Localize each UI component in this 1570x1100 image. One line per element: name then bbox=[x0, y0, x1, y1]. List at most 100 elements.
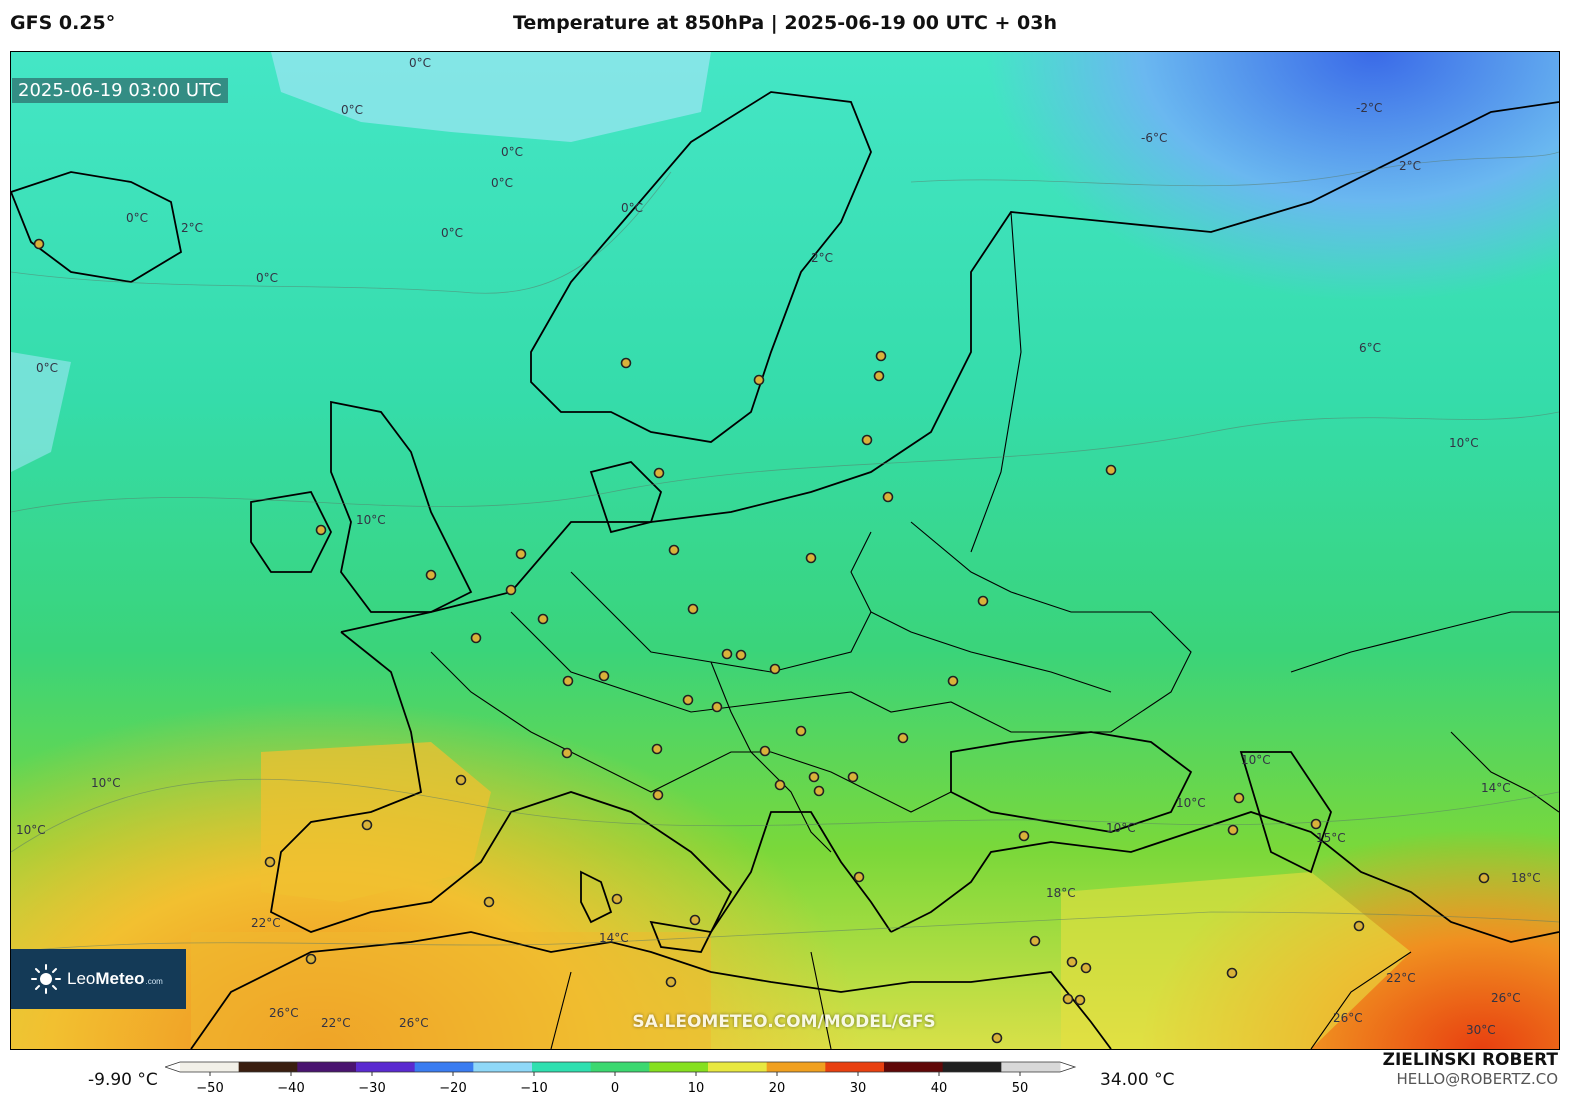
city-marker bbox=[847, 771, 859, 783]
city-marker bbox=[711, 701, 723, 713]
contour-label: 10°C bbox=[1449, 436, 1479, 450]
colorbar-segment bbox=[1001, 1062, 1061, 1072]
contour-label: 10°C bbox=[356, 513, 386, 527]
city-marker bbox=[651, 743, 663, 755]
city-marker bbox=[753, 374, 765, 386]
warm-region-middle-east bbox=[1061, 872, 1411, 1049]
city-marker bbox=[455, 774, 467, 786]
cold-region-west bbox=[11, 352, 71, 472]
colorbar-tick-label: 30 bbox=[850, 1081, 867, 1096]
city-marker bbox=[977, 595, 989, 607]
valid-time-badge: 2025-06-19 03:00 UTC bbox=[12, 78, 228, 103]
colorbar: −50 −40 −30 −20 −10 0 10 20 30 40 50 bbox=[165, 1061, 1077, 1096]
city-marker bbox=[861, 434, 873, 446]
colorbar-tick-label: 20 bbox=[769, 1081, 786, 1096]
city-marker bbox=[1233, 792, 1245, 804]
colorbar-tick-label: −20 bbox=[439, 1081, 466, 1096]
colorbar-tick-label: 10 bbox=[688, 1081, 705, 1096]
colorbar-segment bbox=[414, 1062, 474, 1072]
city-marker bbox=[1066, 956, 1078, 968]
city-marker bbox=[264, 856, 276, 868]
colorbar-segment bbox=[825, 1062, 885, 1072]
colorbar-segment bbox=[942, 1062, 1002, 1072]
contour-label: 22°C bbox=[1386, 971, 1416, 985]
city-marker bbox=[1478, 872, 1490, 884]
city-marker bbox=[1353, 920, 1365, 932]
sun-icon bbox=[31, 964, 61, 994]
model-label: GFS 0.25° bbox=[10, 12, 116, 34]
city-marker bbox=[483, 896, 495, 908]
contour-label: 22°C bbox=[321, 1016, 351, 1030]
city-markers bbox=[33, 238, 1490, 1044]
city-marker bbox=[598, 670, 610, 682]
contour-label: 6°C bbox=[1359, 341, 1381, 355]
contour-label: 0°C bbox=[36, 361, 58, 375]
contour-label: 2°C bbox=[811, 251, 833, 265]
colorbar-segment bbox=[766, 1062, 826, 1072]
city-marker bbox=[305, 953, 317, 965]
city-marker bbox=[1310, 818, 1322, 830]
city-marker bbox=[805, 552, 817, 564]
city-marker bbox=[505, 584, 517, 596]
city-marker bbox=[1105, 464, 1117, 476]
city-marker bbox=[689, 914, 701, 926]
city-marker bbox=[808, 771, 820, 783]
contour-label: 26°C bbox=[399, 1016, 429, 1030]
contour-label: 14°C bbox=[599, 931, 629, 945]
cold-region-north-sea bbox=[271, 52, 711, 142]
contour-label: 15°C bbox=[1316, 831, 1346, 845]
city-marker bbox=[1018, 830, 1030, 842]
colorbar-segment bbox=[649, 1062, 709, 1072]
city-marker bbox=[562, 675, 574, 687]
contour-label: 0°C bbox=[126, 211, 148, 225]
city-marker bbox=[735, 649, 747, 661]
contour-label: 10°C bbox=[1176, 796, 1206, 810]
author-name: ZIELIŃSKI ROBERT bbox=[1382, 1050, 1558, 1070]
colorbar-min-label: -9.90 °C bbox=[88, 1070, 158, 1090]
contour-label: 26°C bbox=[269, 1006, 299, 1020]
city-marker bbox=[425, 569, 437, 581]
contour-label: -6°C bbox=[1141, 131, 1167, 145]
contour-label: 30°C bbox=[1466, 1023, 1496, 1037]
city-marker bbox=[1080, 962, 1092, 974]
city-marker bbox=[611, 893, 623, 905]
contour-label: 0°C bbox=[491, 176, 513, 190]
contour-label: 10°C bbox=[1241, 753, 1271, 767]
contour-label: 22°C bbox=[251, 916, 281, 930]
city-marker bbox=[1227, 824, 1239, 836]
city-marker bbox=[620, 357, 632, 369]
colorbar-segment bbox=[297, 1062, 357, 1072]
colorbar-tick-label: −40 bbox=[277, 1081, 304, 1096]
city-marker bbox=[769, 663, 781, 675]
contour-label: 10°C bbox=[91, 776, 121, 790]
map-canvas: 0°C 0°C 0°C 0°C 0°C 0°C 0°C 0°C 0°C 2°C … bbox=[11, 52, 1559, 1049]
contour-label: 10°C bbox=[16, 823, 46, 837]
city-marker bbox=[515, 548, 527, 560]
colorbar-segment bbox=[884, 1062, 944, 1072]
leometeo-logo[interactable]: LeoMeteo.com bbox=[11, 949, 186, 1009]
city-marker bbox=[721, 648, 733, 660]
chart-title: Temperature at 850hPa | 2025-06-19 00 UT… bbox=[512, 12, 1058, 34]
city-marker bbox=[1062, 993, 1074, 1005]
temperature-map[interactable]: 0°C 0°C 0°C 0°C 0°C 0°C 0°C 0°C 0°C 2°C … bbox=[10, 51, 1560, 1050]
city-marker bbox=[795, 725, 807, 737]
colorbar-segment bbox=[238, 1062, 298, 1072]
city-marker bbox=[774, 779, 786, 791]
city-marker bbox=[537, 613, 549, 625]
city-marker bbox=[33, 238, 45, 250]
colorbar-tick-label: −10 bbox=[520, 1081, 547, 1096]
colorbar-max-label: 34.00 °C bbox=[1100, 1070, 1175, 1090]
colorbar-ticks: −50 −40 −30 −20 −10 0 10 20 30 40 50 bbox=[196, 1072, 1028, 1096]
city-marker bbox=[361, 819, 373, 831]
author-email[interactable]: HELLO@ROBERTZ.CO bbox=[1396, 1070, 1558, 1088]
contour-label: 0°C bbox=[621, 201, 643, 215]
colorbar-segment bbox=[356, 1062, 416, 1072]
contour-label: 0°C bbox=[409, 56, 431, 70]
contour-label: 18°C bbox=[1046, 886, 1076, 900]
city-marker bbox=[897, 732, 909, 744]
contour-label: 26°C bbox=[1491, 991, 1521, 1005]
coastlines bbox=[11, 91, 1559, 1049]
source-watermark: SA.LEOMETEO.COM/MODEL/GFS bbox=[632, 1012, 936, 1032]
contour-label: 0°C bbox=[501, 145, 523, 159]
colorbar-tick-label: 40 bbox=[931, 1081, 948, 1096]
